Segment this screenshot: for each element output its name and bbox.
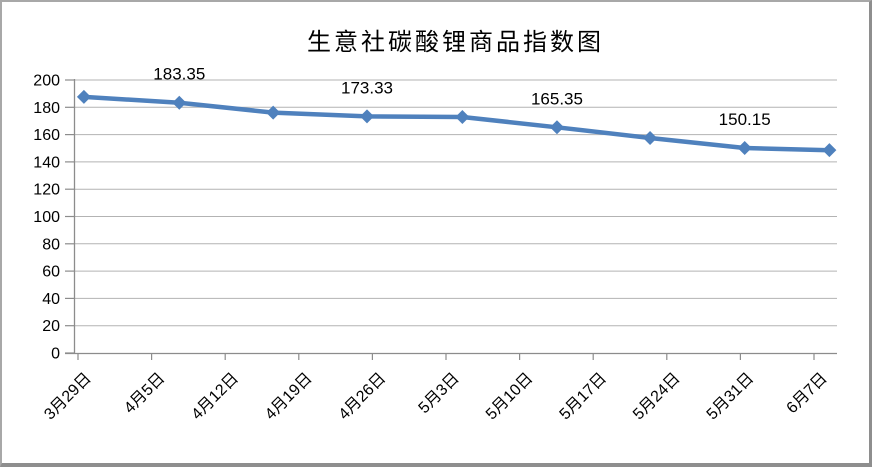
y-axis-label: 20 (42, 318, 60, 335)
y-axis-label: 120 (33, 182, 60, 199)
data-label: 150.15 (719, 110, 771, 129)
y-axis-label: 40 (42, 291, 60, 308)
x-axis-label: 4月19日 (262, 370, 316, 424)
y-axis-label: 0 (51, 346, 60, 363)
x-axis-label: 5月24日 (630, 370, 684, 424)
y-axis-label: 80 (42, 236, 60, 253)
data-point-marker (76, 89, 91, 104)
x-axis-label: 5月17日 (556, 370, 610, 424)
x-axis-label: 6月7日 (784, 370, 831, 417)
data-label: 183.35 (153, 65, 205, 84)
series-line (81, 94, 832, 153)
data-point-marker (359, 109, 374, 124)
y-axis-label: 200 (33, 73, 60, 90)
y-axis-label: 140 (33, 154, 60, 171)
y-axis-label: 180 (33, 100, 60, 117)
y-axis-label: 60 (42, 264, 60, 281)
data-label: 165.35 (531, 89, 583, 108)
data-point-marker (549, 120, 564, 135)
data-point-marker (455, 109, 470, 124)
x-axis-label: 3月29日 (41, 370, 95, 424)
chart-title: 生意社碳酸锂商品指数图 (307, 30, 604, 56)
data-label: 173.33 (341, 78, 393, 97)
data-point-marker (643, 131, 658, 146)
x-axis-label: 5月31日 (704, 370, 758, 424)
x-axis-label: 4月26日 (336, 370, 390, 424)
data-point-marker (172, 95, 187, 110)
x-axis-label: 5月10日 (483, 370, 537, 424)
y-axis-label: 100 (33, 209, 60, 226)
data-point-marker (822, 143, 837, 158)
data-point-marker (266, 105, 281, 120)
x-axis-label: 4月5日 (121, 370, 168, 417)
x-axis-label: 4月12日 (188, 370, 242, 424)
y-axis-label: 160 (33, 127, 60, 144)
x-axis-label: 5月3日 (416, 370, 463, 417)
data-point-marker (737, 141, 752, 156)
